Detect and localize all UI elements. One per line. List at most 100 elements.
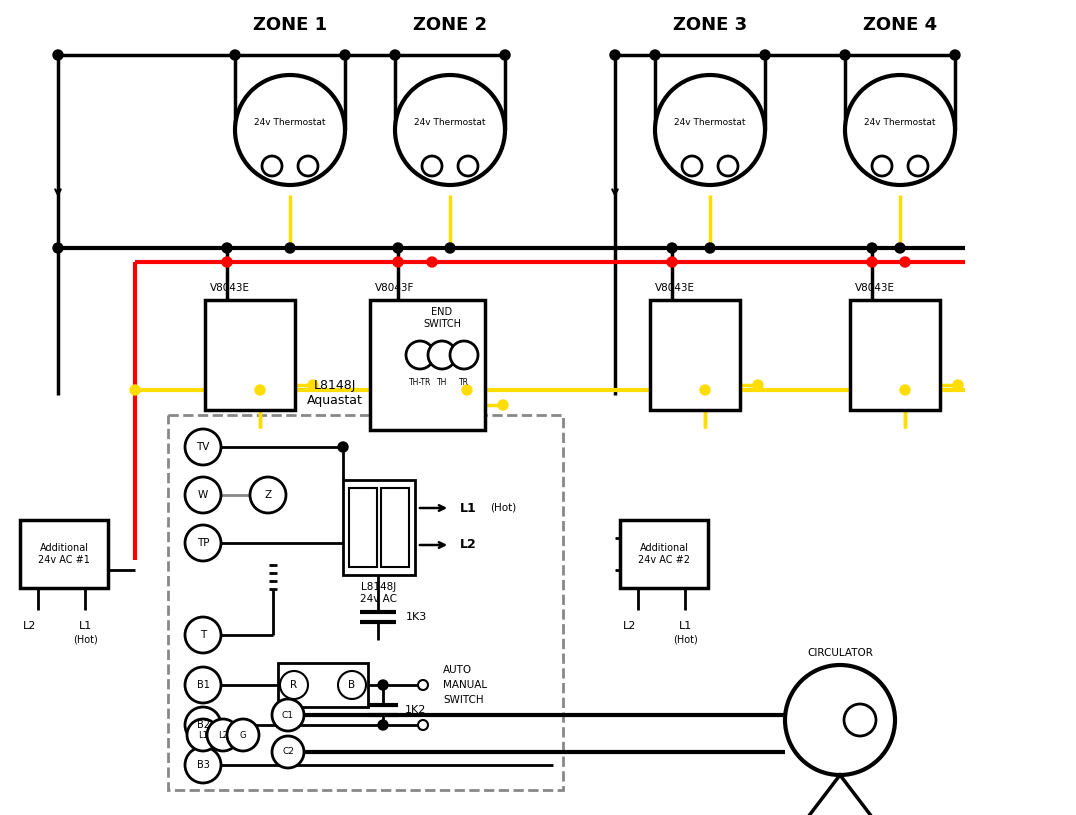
Circle shape bbox=[393, 243, 404, 253]
Bar bbox=[620, 520, 708, 588]
Text: ZONE 1: ZONE 1 bbox=[253, 16, 327, 34]
Text: L1: L1 bbox=[79, 621, 91, 631]
Text: L2: L2 bbox=[24, 621, 37, 631]
Circle shape bbox=[667, 243, 677, 253]
Circle shape bbox=[406, 341, 434, 369]
Text: TH-TR: TH-TR bbox=[409, 377, 431, 386]
Circle shape bbox=[185, 617, 221, 653]
Circle shape bbox=[422, 156, 442, 176]
Circle shape bbox=[682, 156, 702, 176]
Bar bbox=[370, 300, 485, 430]
Text: (Hot): (Hot) bbox=[672, 635, 697, 645]
Circle shape bbox=[953, 380, 963, 390]
Text: 1K3: 1K3 bbox=[406, 612, 427, 622]
Circle shape bbox=[500, 50, 510, 60]
Circle shape bbox=[427, 257, 437, 267]
Circle shape bbox=[428, 341, 456, 369]
Circle shape bbox=[655, 75, 765, 185]
Circle shape bbox=[185, 747, 221, 783]
Bar bbox=[381, 488, 409, 567]
Text: L1: L1 bbox=[678, 621, 692, 631]
Text: TP: TP bbox=[197, 538, 209, 548]
Text: 24v Thermostat: 24v Thermostat bbox=[414, 117, 485, 126]
Circle shape bbox=[450, 341, 478, 369]
Circle shape bbox=[700, 385, 710, 395]
Circle shape bbox=[227, 719, 259, 751]
Bar bbox=[278, 663, 368, 707]
Text: V8043F: V8043F bbox=[376, 283, 414, 293]
Text: V8043E: V8043E bbox=[655, 283, 695, 293]
Circle shape bbox=[222, 257, 232, 267]
Circle shape bbox=[340, 50, 350, 60]
Text: C1: C1 bbox=[282, 711, 294, 720]
Circle shape bbox=[760, 50, 770, 60]
Text: B3: B3 bbox=[197, 760, 210, 770]
Text: T: T bbox=[200, 630, 207, 640]
Circle shape bbox=[867, 243, 877, 253]
Circle shape bbox=[718, 156, 738, 176]
Bar bbox=[650, 300, 740, 410]
Text: L8148J
Aquastat: L8148J Aquastat bbox=[307, 379, 363, 407]
Text: W: W bbox=[198, 490, 208, 500]
Text: TH: TH bbox=[437, 377, 448, 386]
Circle shape bbox=[705, 243, 714, 253]
Circle shape bbox=[250, 477, 286, 513]
Circle shape bbox=[285, 243, 295, 253]
Circle shape bbox=[390, 50, 400, 60]
Circle shape bbox=[378, 720, 388, 730]
Circle shape bbox=[230, 50, 240, 60]
Circle shape bbox=[462, 385, 472, 395]
Text: G: G bbox=[240, 730, 246, 739]
Circle shape bbox=[272, 736, 305, 768]
Text: Additional
24v AC #2: Additional 24v AC #2 bbox=[638, 544, 690, 565]
Text: SWITCH: SWITCH bbox=[443, 695, 483, 705]
Text: L8148J
24v AC: L8148J 24v AC bbox=[360, 582, 397, 604]
Circle shape bbox=[130, 385, 140, 395]
Text: R: R bbox=[291, 680, 298, 690]
Circle shape bbox=[458, 156, 478, 176]
Text: (Hot): (Hot) bbox=[490, 503, 516, 513]
Text: 24v Thermostat: 24v Thermostat bbox=[675, 117, 746, 126]
Circle shape bbox=[308, 380, 318, 390]
Circle shape bbox=[298, 156, 318, 176]
Bar bbox=[349, 488, 377, 567]
Text: L1: L1 bbox=[198, 730, 208, 739]
Text: AUTO: AUTO bbox=[443, 665, 472, 675]
Circle shape bbox=[187, 719, 220, 751]
Bar bbox=[206, 300, 295, 410]
Text: ZONE 3: ZONE 3 bbox=[672, 16, 747, 34]
Circle shape bbox=[338, 671, 366, 699]
Text: B: B bbox=[349, 680, 355, 690]
Circle shape bbox=[222, 243, 232, 253]
Circle shape bbox=[185, 525, 221, 561]
Circle shape bbox=[185, 667, 221, 703]
Text: V8043E: V8043E bbox=[210, 283, 250, 293]
Circle shape bbox=[417, 680, 428, 690]
Circle shape bbox=[207, 719, 239, 751]
Text: L2: L2 bbox=[218, 730, 228, 739]
Text: 1K2: 1K2 bbox=[405, 705, 426, 715]
Text: ZONE 4: ZONE 4 bbox=[863, 16, 937, 34]
Text: L2: L2 bbox=[461, 539, 477, 552]
Text: TR: TR bbox=[459, 377, 469, 386]
Text: Z: Z bbox=[265, 490, 271, 500]
Circle shape bbox=[900, 385, 910, 395]
Text: END
SWITCH: END SWITCH bbox=[423, 307, 461, 328]
Text: V8043E: V8043E bbox=[855, 283, 895, 293]
Text: (Hot): (Hot) bbox=[72, 635, 97, 645]
Text: B2: B2 bbox=[197, 720, 210, 730]
Circle shape bbox=[261, 156, 282, 176]
Circle shape bbox=[53, 243, 63, 253]
Circle shape bbox=[338, 442, 348, 452]
Circle shape bbox=[235, 75, 345, 185]
Circle shape bbox=[280, 671, 308, 699]
Circle shape bbox=[395, 75, 505, 185]
Circle shape bbox=[650, 50, 660, 60]
Circle shape bbox=[185, 477, 221, 513]
Circle shape bbox=[498, 400, 508, 410]
Circle shape bbox=[845, 75, 955, 185]
Text: CIRCULATOR: CIRCULATOR bbox=[807, 648, 873, 658]
Circle shape bbox=[610, 50, 620, 60]
Circle shape bbox=[393, 257, 404, 267]
Bar bbox=[850, 300, 940, 410]
